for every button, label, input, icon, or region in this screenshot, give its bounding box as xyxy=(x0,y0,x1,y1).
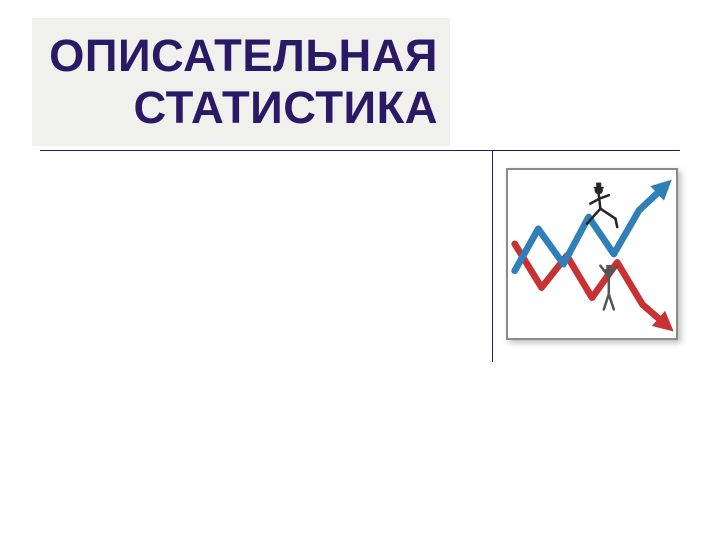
trend-illustration xyxy=(506,168,678,340)
title-block: ОПИСАТЕЛЬНАЯ СТАТИСТИКА xyxy=(32,18,450,146)
slide: ОПИСАТЕЛЬНАЯ СТАТИСТИКА xyxy=(0,0,720,540)
vertical-rule xyxy=(492,150,493,362)
title-line-2: СТАТИСТИКА xyxy=(134,82,438,134)
trend-lines-svg xyxy=(508,170,676,338)
title-line-1: ОПИСАТЕЛЬНАЯ xyxy=(49,30,438,82)
horizontal-rule xyxy=(40,150,680,151)
